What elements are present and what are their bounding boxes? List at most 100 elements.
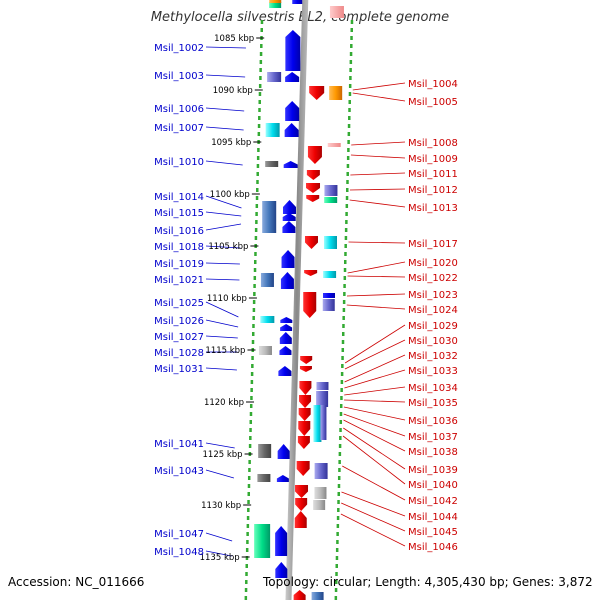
tick-mark	[344, 252, 347, 256]
gene-msil-1020	[304, 270, 318, 276]
gene-msil-1024	[322, 299, 335, 311]
scale-label: 1130 kbp	[201, 501, 241, 511]
tick-mark	[345, 204, 349, 208]
tick-mark	[341, 348, 345, 352]
right-leader	[344, 386, 406, 396]
tick-mark	[260, 28, 263, 32]
right-leader	[341, 491, 406, 517]
tick-mark	[340, 388, 343, 392]
right-leader	[342, 465, 406, 501]
tick-mark	[344, 236, 348, 240]
right-label-msil-1046: Msil_1046	[408, 542, 458, 553]
tick-mark	[245, 580, 248, 584]
genome-backbone	[285, 0, 309, 600]
tick-mark	[246, 532, 249, 536]
tick-mark	[339, 436, 342, 440]
tick-mark	[342, 324, 345, 328]
scale-label: 1095 kbp	[211, 138, 251, 148]
tick-mark	[255, 196, 259, 200]
gene-msil-1040	[297, 436, 310, 449]
right-label-msil-1039: Msil_1039	[408, 465, 458, 476]
tick-mark	[344, 228, 348, 232]
tick-mark	[253, 292, 256, 296]
tick-mark	[339, 420, 343, 424]
gene-top-pink	[329, 6, 344, 18]
tick-mark	[339, 412, 343, 416]
right-leader	[343, 406, 406, 421]
left-leader	[205, 532, 233, 542]
tick-mark	[347, 140, 350, 144]
gene-msil-1025	[260, 316, 275, 323]
tick-mark	[342, 300, 346, 304]
tick-mark	[255, 220, 258, 224]
tick-mark	[247, 476, 251, 480]
gene-msil-1023	[303, 292, 317, 318]
tick-mark	[346, 188, 349, 192]
right-leader	[342, 435, 406, 485]
tick-mark	[346, 172, 349, 176]
gene-msil-1043b	[276, 475, 289, 482]
right-leader	[352, 92, 406, 102]
left-leader	[205, 195, 242, 209]
gene-msil-1044	[295, 485, 309, 498]
gene-features	[254, 0, 344, 600]
tick-mark	[254, 228, 258, 232]
tick-mark	[345, 196, 349, 200]
tick-mark	[345, 212, 348, 216]
gene-msil-1048	[275, 526, 288, 556]
tick-mark	[337, 508, 340, 512]
gene-msil-1033	[316, 382, 329, 390]
scale-label: 1125 kbp	[203, 450, 243, 460]
tick-mark	[336, 532, 339, 536]
tick-mark	[346, 164, 350, 168]
tick-mark	[336, 516, 340, 520]
tick-mark	[257, 124, 261, 128]
left-label-msil-1047: Msil_1047	[154, 529, 204, 540]
right-leader	[347, 261, 406, 274]
gene-msil-1014	[262, 201, 277, 233]
tick-mark	[257, 148, 260, 152]
genome-title: Methylocella silvestris BL2, complete ge…	[150, 10, 450, 25]
left-leader	[205, 335, 238, 339]
left-leader	[205, 319, 239, 328]
gene-msil-1041b	[277, 444, 290, 459]
tick-mark	[248, 468, 251, 472]
right-gene-labels: Msil_1004 Msil_1005 Msil_1008 Msil_1009 Msil…	[408, 79, 458, 553]
gene-msil-1042	[296, 461, 310, 476]
tick-mark	[259, 60, 263, 64]
tick-mark	[336, 540, 339, 544]
left-label-msil-1006: Msil_1006	[154, 104, 204, 115]
gene-msil-1011	[306, 170, 320, 180]
left-leader	[205, 46, 246, 49]
left-label-msil-1003: Msil_1003	[154, 71, 204, 82]
gene-msil-1047	[254, 524, 271, 558]
left-label-msil-1016: Msil_1016	[154, 226, 204, 237]
tick-mark	[343, 292, 346, 296]
tick-mark	[253, 276, 257, 280]
left-leader	[205, 278, 240, 281]
gene-msil-1028	[258, 346, 272, 355]
tick-mark	[248, 444, 252, 448]
right-label-msil-1045: Msil_1045	[408, 527, 458, 538]
tick-mark	[250, 380, 254, 384]
tick-mark	[335, 548, 339, 552]
tick-mark	[254, 236, 258, 240]
gene-msil-1014b	[282, 200, 296, 214]
right-label-msil-1034: Msil_1034	[408, 383, 458, 394]
tick-mark	[338, 460, 341, 464]
tick-mark	[246, 516, 250, 520]
right-label-msil-1013: Msil_1013	[408, 203, 458, 214]
gene-msil-1048b	[275, 562, 288, 578]
tick-mark	[244, 588, 248, 592]
right-label-msil-1036: Msil_1036	[408, 416, 458, 427]
right-leader	[347, 275, 406, 278]
tick-mark	[349, 76, 352, 80]
tick-mark	[245, 564, 248, 568]
scale-label: 1105 kbp	[208, 242, 248, 252]
left-leader	[205, 442, 235, 449]
tick-mark	[337, 492, 341, 496]
left-label-msil-1025: Msil_1025	[154, 298, 204, 309]
tick-mark	[255, 204, 259, 208]
tick-mark	[247, 508, 250, 512]
